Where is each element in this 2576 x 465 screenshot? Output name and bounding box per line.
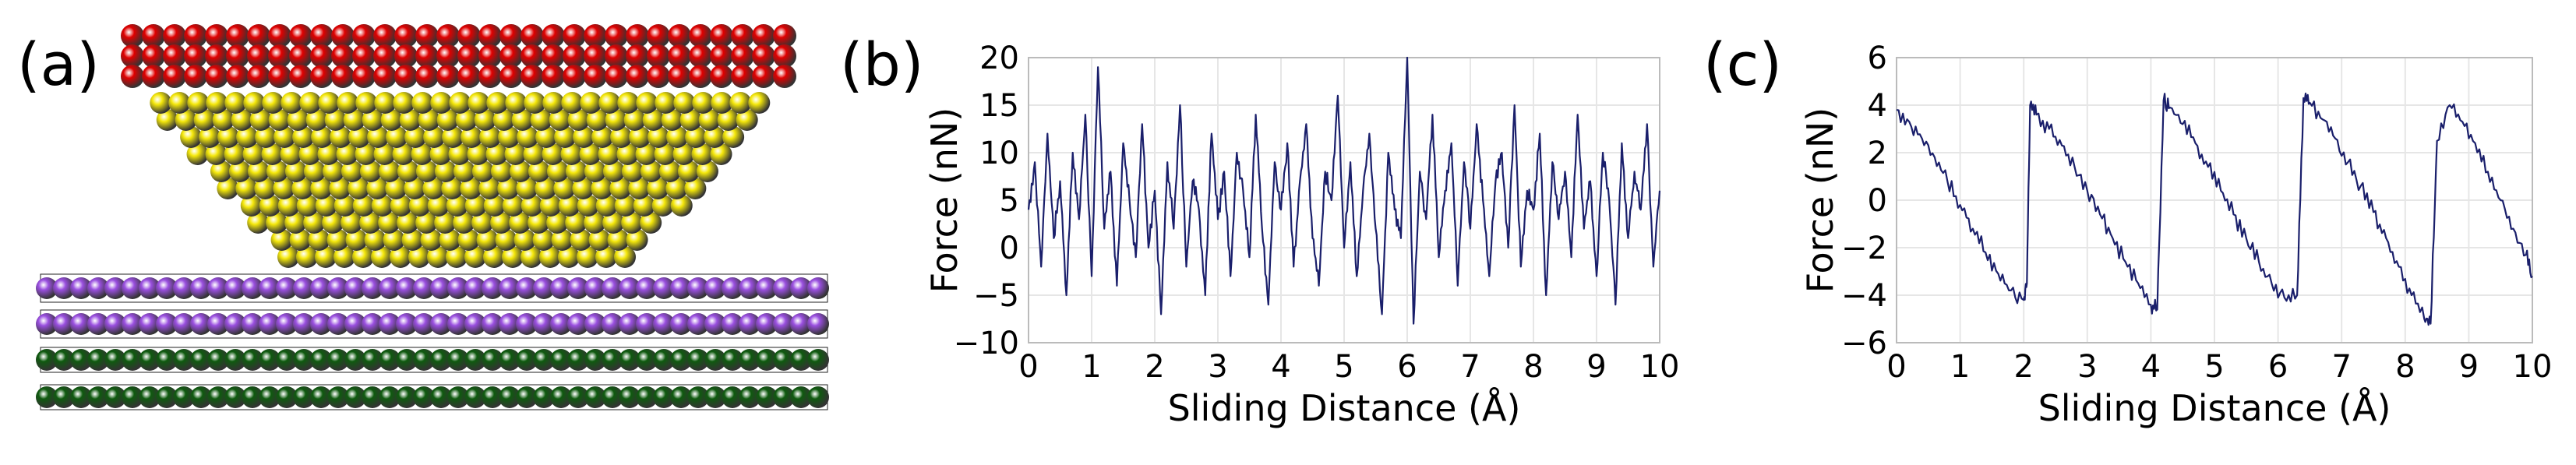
substrate-layer-purple-2 <box>36 309 829 339</box>
chart-b-y-tick-label-3: 5 <box>1000 183 1019 219</box>
panel-label-c: (c) <box>1703 30 1783 99</box>
chart-c-y-axis-label: Force (nN) <box>1799 107 1841 294</box>
chart-c-x-tick-label-3: 3 <box>2077 349 2097 385</box>
chart-c-y-tick-label-3: 0 <box>1868 183 1887 219</box>
chart-c-x-tick-label-0: 0 <box>1886 349 1906 385</box>
substrate-layer-purple-1 <box>36 273 829 303</box>
chart-b-y-tick-label-1: −5 <box>973 278 1019 314</box>
chart-c-x-tick-label-5: 5 <box>2204 349 2224 385</box>
tip-body-atoms <box>150 92 771 268</box>
chart-c-x-tick-label-8: 8 <box>2395 349 2415 385</box>
chart-b-x-tick-label-1: 1 <box>1082 349 1101 385</box>
substrate-layer-green-1 <box>36 347 829 373</box>
chart-c-x-tick-label-6: 6 <box>2268 349 2288 385</box>
chart-b-x-tick-label-9: 9 <box>1586 349 1606 385</box>
chart-b-y-tick-label-2: 0 <box>1000 231 1019 266</box>
chart-b-x-tick-label-4: 4 <box>1271 349 1290 385</box>
panel-label-a: (a) <box>17 30 100 99</box>
chart-b-x-tick-label-3: 3 <box>1208 349 1227 385</box>
chart-c-x-tick-label-1: 1 <box>1950 349 1970 385</box>
panel-label-b: (b) <box>840 30 924 99</box>
chart-b-x-tick-label-8: 8 <box>1523 349 1543 385</box>
substrate-layer-green-2 <box>36 384 829 410</box>
chart-c-y-tick-label-6: 6 <box>1868 41 1887 76</box>
chart-b-x-tick-label-2: 2 <box>1145 349 1164 385</box>
chart-b-x-tick-label-5: 5 <box>1334 349 1353 385</box>
chart-b-x-axis-label: Sliding Distance (Å) <box>1168 387 1521 429</box>
chart-b-y-axis-label: Force (nN) <box>923 107 965 294</box>
chart-b-x-tick-label-6: 6 <box>1397 349 1417 385</box>
chart-c-y-tick-label-5: 4 <box>1868 88 1887 124</box>
chart-c-x-axis-label: Sliding Distance (Å) <box>2038 387 2391 429</box>
chart-c-y-tick-label-4: 2 <box>1868 136 1887 171</box>
chart-b-y-tick-label-5: 15 <box>979 88 1019 124</box>
chart-c-series-line-0 <box>1896 92 2533 326</box>
chart-c-y-tick-label-1: −4 <box>1841 278 1887 314</box>
chart-c-x-tick-label-4: 4 <box>2141 349 2161 385</box>
chart-b-x-tick-label-10: 10 <box>1640 349 1680 385</box>
chart-b-x-tick-label-0: 0 <box>1018 349 1038 385</box>
chart-b-y-tick-label-0: −10 <box>954 326 1019 361</box>
chart-b-x-tick-label-7: 7 <box>1460 349 1480 385</box>
chart-c-plot-frame <box>1896 57 2533 343</box>
chart-c-x-tick-label-10: 10 <box>2513 349 2553 385</box>
chart-b-series-line-0 <box>1027 56 1661 325</box>
chart-b-y-tick-label-4: 10 <box>979 136 1019 171</box>
chart-c-x-tick-label-9: 9 <box>2459 349 2479 385</box>
chart-c-y-tick-label-0: −6 <box>1841 326 1887 361</box>
chart-c-x-tick-label-2: 2 <box>2013 349 2033 385</box>
chart-c-y-tick-label-2: −2 <box>1841 231 1887 266</box>
chart-b-y-tick-label-6: 20 <box>979 41 1019 76</box>
chart-c-x-tick-label-7: 7 <box>2331 349 2351 385</box>
tip-top-atoms <box>121 24 796 88</box>
